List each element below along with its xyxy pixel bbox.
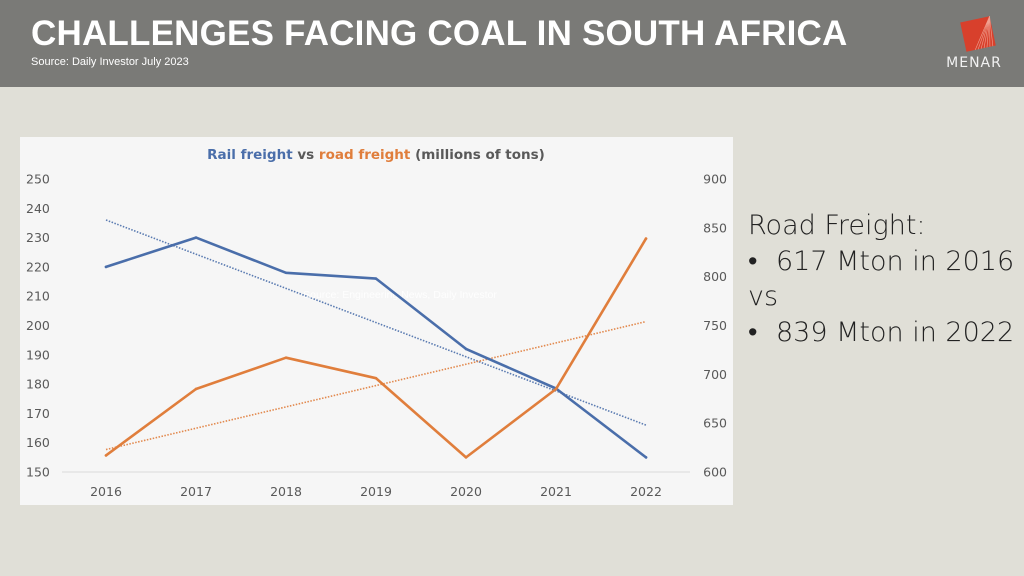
chart-title-rail: Rail freight (207, 147, 293, 163)
right-axis-tick-label: 800 (703, 269, 727, 284)
bullet-glyph: • (748, 316, 758, 348)
x-axis-tick-label: 2016 (90, 484, 122, 499)
left-axis-tick-label: 170 (26, 406, 50, 421)
x-axis-tick-label: 2020 (450, 484, 482, 499)
chart-title-road: road freight (319, 147, 411, 163)
left-axis-tick-label: 230 (26, 230, 50, 245)
x-axis-tick-label: 2017 (180, 484, 212, 499)
right-axis-tick-label: 750 (703, 318, 727, 333)
rail-data-point (284, 271, 288, 275)
rail-data-point (104, 265, 108, 269)
left-axis-tick-label: 150 (26, 465, 50, 480)
summary-heading: Road Freight: (748, 210, 926, 241)
chart-title-vs: vs (293, 147, 319, 163)
road-data-point (554, 387, 558, 391)
road-freight-line (104, 237, 648, 459)
x-axis-tick-label: 2019 (360, 484, 392, 499)
rail-freight-line (104, 236, 648, 459)
summary-bullet-2022: • 839 Mton in 2022 (748, 315, 1014, 351)
road-data-point (374, 376, 378, 380)
header-bar: CHALLENGES FACING COAL IN SOUTH AFRICA S… (0, 0, 1024, 87)
freight-line-chart: Rail freight vs road freight (millions o… (26, 147, 727, 499)
rail-trendline (105, 219, 647, 426)
road-data-point (104, 454, 108, 457)
left-axis-tick-label: 200 (26, 318, 50, 333)
right-axis-tick-label: 850 (703, 220, 727, 235)
x-axis-tick-label: 2021 (540, 484, 572, 499)
left-axis-tick-label: 240 (26, 201, 50, 216)
left-axis-tick-label: 220 (26, 259, 50, 274)
chart-panel: Rail freight vs road freight (millions o… (20, 137, 733, 505)
rail-data-point (194, 236, 198, 239)
road-data-point (194, 387, 198, 391)
summary-bullet-2016: • 617 Mton in 2016 (748, 244, 1014, 280)
right-axis-tick-label: 600 (703, 465, 727, 480)
logo-text: MENAR (946, 55, 1002, 71)
menar-logo-icon (960, 16, 996, 52)
summary-value-2022: 839 Mton in 2022 (776, 316, 1015, 348)
x-axis-tick-label: 2018 (270, 484, 302, 499)
right-axis-tick-label: 900 (703, 172, 727, 187)
rail-data-point (374, 277, 378, 280)
right-axis-tick-label: 700 (703, 367, 727, 382)
rail-data-point (464, 347, 468, 351)
page-title: CHALLENGES FACING COAL IN SOUTH AFRICA (31, 14, 848, 53)
bullet-glyph: • (748, 245, 758, 277)
right-axis-tick-label: 650 (703, 416, 727, 431)
road-data-point (464, 456, 468, 459)
chart-watermark: Source: Engineering News, Daily Investor (303, 289, 497, 301)
left-axis-tick-label: 160 (26, 435, 50, 450)
chart-title-units: (millions of tons) (410, 147, 544, 163)
chart-title: Rail freight vs road freight (millions o… (207, 147, 545, 163)
road-freight-summary: Road Freight: • 617 Mton in 2016 vs • 83… (748, 208, 1014, 350)
summary-value-2016: 617 Mton in 2016 (776, 245, 1015, 277)
x-axis-tick-label: 2022 (630, 484, 662, 499)
rail-data-point (644, 456, 648, 459)
road-trendline (105, 320, 647, 451)
left-axis-tick-label: 180 (26, 377, 50, 392)
left-axis-tick-label: 250 (26, 172, 50, 187)
road-data-point (284, 356, 288, 360)
summary-connector: vs (748, 281, 779, 312)
left-axis-tick-label: 210 (26, 289, 50, 304)
left-axis-tick-label: 190 (26, 347, 50, 362)
source-caption: Source: Daily Investor July 2023 (31, 56, 189, 68)
road-data-point (644, 237, 648, 240)
